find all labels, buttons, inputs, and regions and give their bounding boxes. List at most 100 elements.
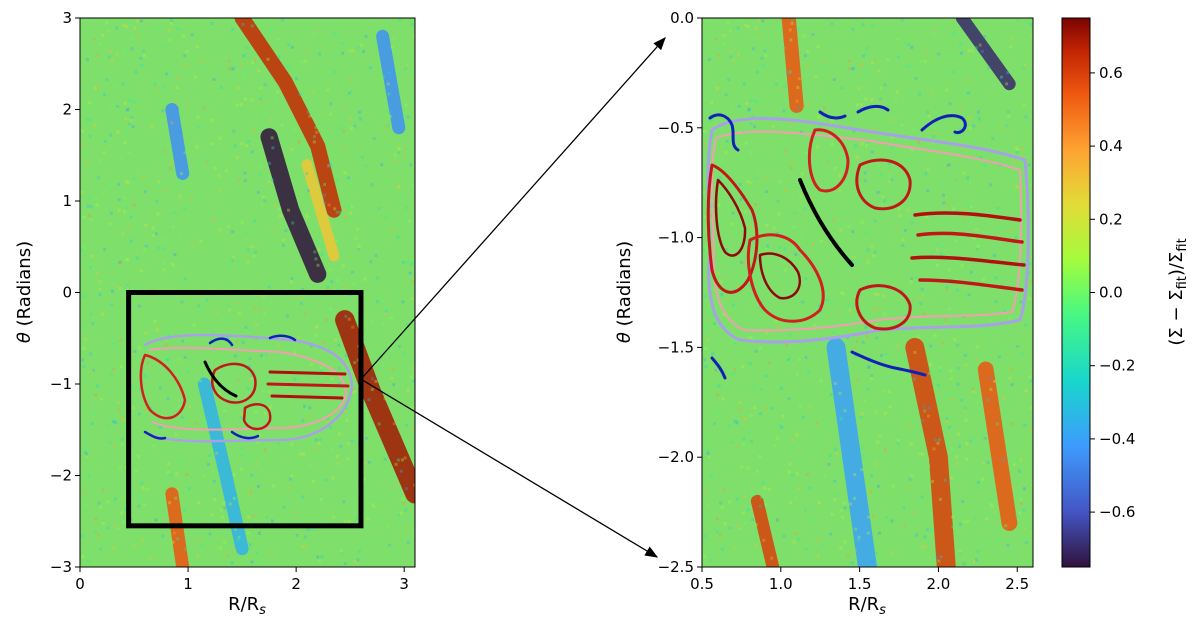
noise-pixel xyxy=(329,393,333,397)
noise-pixel xyxy=(866,248,870,252)
noise-pixel xyxy=(860,103,863,107)
noise-pixel xyxy=(196,538,200,542)
noise-pixel xyxy=(383,307,387,311)
noise-pixel xyxy=(124,180,128,183)
noise-pixel xyxy=(1007,114,1011,118)
noise-pixel xyxy=(715,517,719,521)
noise-pixel xyxy=(259,86,263,90)
noise-pixel xyxy=(256,558,260,562)
noise-pixel xyxy=(340,41,344,45)
noise-pixel xyxy=(410,427,414,431)
colorbar-tick-label: −0.2 xyxy=(1099,357,1135,375)
noise-pixel xyxy=(152,444,156,448)
noise-pixel xyxy=(120,261,124,265)
noise-pixel xyxy=(129,215,133,219)
noise-pixel xyxy=(89,205,93,209)
noise-pixel xyxy=(371,377,374,381)
noise-pixel xyxy=(392,36,396,40)
noise-pixel xyxy=(409,297,413,300)
noise-pixel xyxy=(170,18,174,22)
left-x-label: R/Rs xyxy=(228,594,266,618)
noise-pixel xyxy=(948,307,951,311)
noise-pixel xyxy=(121,232,125,236)
noise-pixel xyxy=(370,183,374,187)
noise-pixel xyxy=(863,171,867,175)
noise-pixel xyxy=(130,36,134,40)
noise-pixel xyxy=(399,511,403,515)
noise-pixel xyxy=(244,144,248,148)
noise-pixel xyxy=(388,110,392,114)
noise-pixel xyxy=(853,496,856,500)
noise-pixel xyxy=(167,356,171,360)
noise-pixel xyxy=(94,196,98,200)
noise-pixel xyxy=(396,296,400,299)
noise-pixel xyxy=(934,130,938,134)
noise-pixel xyxy=(350,439,354,443)
noise-pixel xyxy=(190,33,194,37)
noise-pixel xyxy=(343,215,347,219)
noise-pixel xyxy=(185,50,189,53)
noise-pixel xyxy=(860,412,864,416)
noise-pixel xyxy=(323,183,327,186)
noise-pixel xyxy=(253,306,257,310)
noise-pixel xyxy=(879,86,883,90)
noise-pixel xyxy=(98,293,102,297)
heatmap-band-4 xyxy=(165,103,190,180)
noise-pixel xyxy=(883,411,887,415)
noise-pixel xyxy=(864,325,868,329)
noise-pixel xyxy=(162,85,166,88)
noise-pixel xyxy=(99,505,103,509)
contour-red-mid xyxy=(211,362,257,404)
noise-pixel xyxy=(918,452,922,456)
noise-pixel xyxy=(720,293,724,297)
noise-pixel xyxy=(744,210,748,214)
noise-pixel xyxy=(910,474,913,478)
noise-pixel xyxy=(305,172,309,176)
noise-pixel xyxy=(704,246,708,250)
noise-pixel xyxy=(397,185,401,189)
noise-pixel xyxy=(793,211,797,215)
noise-pixel xyxy=(799,196,803,200)
noise-pixel xyxy=(702,285,705,289)
noise-pixel xyxy=(1012,462,1016,466)
noise-pixel xyxy=(702,248,706,252)
colorbar-tick-label: −0.6 xyxy=(1099,503,1135,521)
noise-pixel xyxy=(257,164,261,168)
noise-pixel xyxy=(333,70,337,74)
y-tick-label: 2 xyxy=(62,101,72,119)
noise-pixel xyxy=(857,86,861,90)
noise-pixel xyxy=(941,341,945,344)
noise-pixel xyxy=(110,339,114,343)
noise-pixel xyxy=(81,294,85,298)
noise-pixel xyxy=(111,420,115,424)
noise-pixel xyxy=(232,473,236,477)
noise-pixel xyxy=(401,382,405,386)
noise-pixel xyxy=(843,506,847,510)
noise-pixel xyxy=(976,344,980,348)
noise-pixel xyxy=(839,291,843,295)
noise-pixel xyxy=(118,286,122,290)
noise-pixel xyxy=(232,129,236,133)
noise-pixel xyxy=(123,196,127,200)
noise-pixel xyxy=(746,25,750,28)
arrow-top xyxy=(360,37,666,380)
noise-pixel xyxy=(880,354,883,357)
noise-pixel xyxy=(177,181,181,185)
noise-pixel xyxy=(237,260,241,263)
noise-pixel xyxy=(192,518,195,522)
noise-pixel xyxy=(817,115,821,119)
noise-pixel xyxy=(86,204,90,208)
noise-pixel xyxy=(1019,497,1023,501)
noise-pixel xyxy=(867,365,870,369)
noise-pixel xyxy=(329,112,333,116)
noise-pixel xyxy=(290,148,294,152)
noise-pixel xyxy=(396,235,400,239)
noise-pixel xyxy=(919,296,923,300)
noise-pixel xyxy=(1028,262,1032,266)
noise-pixel xyxy=(121,520,125,524)
noise-pixel xyxy=(927,406,931,410)
noise-pixel xyxy=(170,160,174,164)
noise-pixel xyxy=(202,64,206,68)
contour-red-left-blob xyxy=(706,163,759,294)
noise-pixel xyxy=(248,543,252,547)
